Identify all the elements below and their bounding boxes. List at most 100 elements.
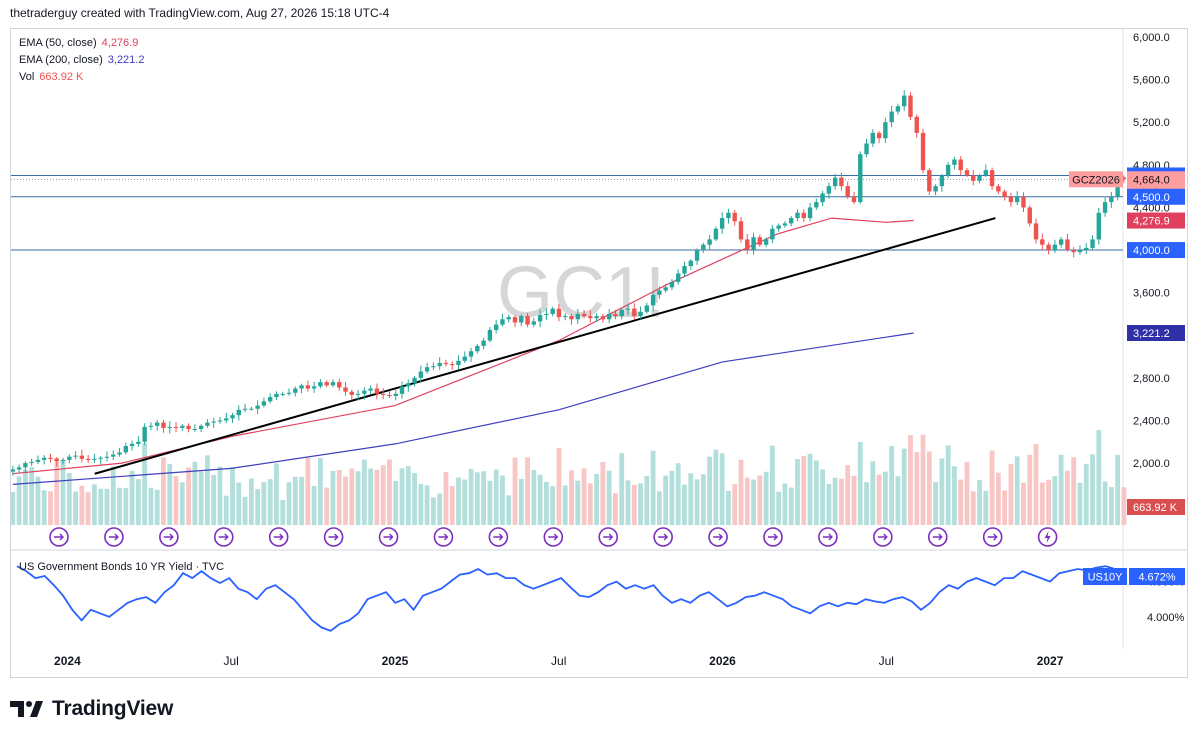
candle-body [42, 457, 47, 460]
candle-body [1040, 239, 1045, 245]
volume-bar [1071, 457, 1077, 525]
volume-bar [60, 460, 66, 525]
candle-body [745, 239, 750, 251]
footer: TradingView [10, 694, 173, 724]
volume-bar [405, 466, 411, 525]
volume-bar [1108, 487, 1114, 525]
volume-bar [813, 460, 819, 525]
candle-body [606, 313, 612, 320]
volume-bar [35, 476, 41, 525]
volume-bar [562, 485, 568, 525]
chart-canvas[interactable]: GC1! 4.500%4.000%6,000.05,600.05,200.04,… [11, 29, 1187, 677]
volume-bar [1065, 470, 1070, 525]
time-axis[interactable]: 2024 Jul 2025 Jul 2026 Jul 2027 [54, 654, 1064, 668]
volume-bar [732, 484, 738, 525]
price-tick-label: 2,000.0 [1133, 458, 1170, 470]
volume-bar [619, 453, 625, 525]
candle-body [299, 385, 304, 389]
volume-bar [707, 456, 713, 525]
time-axis-label: 2024 [54, 654, 81, 668]
candle-body [98, 457, 103, 459]
candle-body [224, 418, 229, 421]
candle-body [412, 377, 417, 384]
event-markers[interactable] [49, 527, 1058, 547]
candle-body [1046, 244, 1051, 251]
volume-bar [380, 465, 386, 525]
candle-body [770, 228, 775, 240]
candle-body [129, 443, 135, 447]
volume-bar [456, 477, 461, 525]
volume-bar [198, 471, 204, 525]
volume-bar [581, 468, 587, 525]
volume-bar [820, 469, 825, 525]
volume-bar [788, 487, 794, 525]
chart-frame[interactable]: GC1! 4.500%4.000%6,000.05,600.05,200.04,… [10, 28, 1188, 678]
arrow-glyph [603, 533, 614, 541]
candle-body [324, 382, 329, 386]
ema50-path [12, 217, 914, 475]
volume-bar [223, 495, 229, 525]
candle-body [111, 454, 116, 457]
volume-bar [851, 475, 857, 525]
candle-body [418, 371, 424, 378]
candle-body [795, 212, 800, 219]
volume-bar [92, 484, 97, 525]
volume-bar [738, 459, 744, 525]
trendline[interactable] [94, 217, 996, 475]
candle-body [688, 260, 693, 267]
volume-bar [757, 475, 763, 525]
time-axis-label: Jul [551, 654, 566, 668]
price-badge [1127, 499, 1185, 515]
candle-body [286, 392, 292, 394]
arrow-glyph [273, 533, 284, 541]
candle-body [1052, 244, 1058, 251]
candle-body [136, 441, 141, 444]
volume-bar [236, 482, 242, 525]
volume-bar [374, 469, 380, 525]
volume-bar [977, 479, 982, 525]
last-price-text: 4,664.0 [1133, 174, 1170, 186]
price-tick-label: 3,600.0 [1133, 288, 1170, 300]
candle-body [945, 164, 951, 176]
volume-bar [179, 482, 185, 525]
candle-body [1058, 239, 1064, 245]
legend-vol: Vol 663.92 K [19, 71, 84, 83]
candle-body [895, 106, 901, 112]
volume-bar [587, 483, 593, 525]
candle-body [839, 177, 844, 187]
volume-bar [280, 499, 286, 525]
volume-bar [1008, 463, 1014, 525]
arrow-glyph [713, 533, 724, 541]
candle-body [406, 383, 411, 387]
volume-bar [939, 458, 945, 525]
volume-bar [1002, 490, 1008, 525]
volume-bar [474, 472, 480, 525]
candle-body [738, 221, 744, 240]
candle-body [368, 388, 373, 391]
candle-body [305, 385, 311, 389]
volume-bar [487, 480, 493, 525]
volume-bar [537, 474, 543, 525]
yield-panel-title: US Government Bonds 10 YR Yield · TVC [19, 561, 224, 573]
volume-bar [217, 466, 223, 525]
candle-body [48, 457, 53, 459]
horizontal-lines[interactable] [11, 174, 1123, 251]
volume-bar [299, 476, 304, 525]
volume-bar [726, 490, 731, 525]
candle-body [255, 405, 260, 409]
volume-bar [418, 483, 424, 525]
volume-bar [801, 456, 807, 525]
candle-body [550, 308, 555, 314]
candle-body [814, 202, 819, 208]
candle-body [217, 420, 223, 422]
candle-body [261, 401, 267, 406]
volume-bar [688, 473, 694, 525]
volume-bar [518, 478, 524, 525]
candle-body [537, 315, 543, 322]
candle-body [1027, 207, 1032, 224]
candle-body [1033, 223, 1039, 240]
volume-bar [1052, 476, 1058, 525]
candle-body [1014, 196, 1020, 203]
volume-bar [776, 491, 782, 525]
volume-bar [1121, 487, 1127, 525]
